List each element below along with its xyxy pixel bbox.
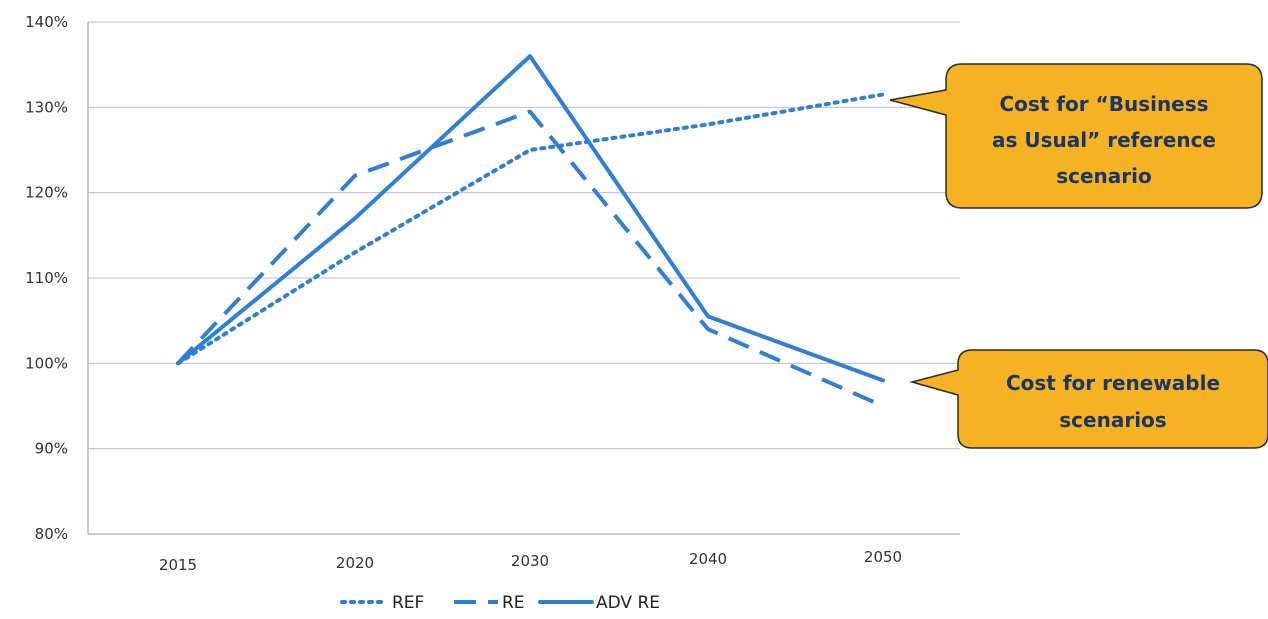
y-tick-label: 120% <box>25 184 68 202</box>
series-line-re <box>176 109 884 408</box>
x-tick-label: 2020 <box>336 554 374 572</box>
legend-label: RE <box>502 593 525 613</box>
callout-renewable-bubble <box>909 349 1268 449</box>
callout-line: Cost for renewable <box>1006 371 1220 395</box>
callout-renewable: Cost for renewable scenarios <box>909 349 1268 449</box>
series-line-adv-re <box>176 54 885 383</box>
x-axis-ticks: 2015 2020 2030 2040 2050 <box>159 548 902 574</box>
legend: REF RE ADV RE <box>340 593 660 613</box>
y-axis-ticks: 80% 90% 100% 110% 120% 130% 140% <box>25 13 68 543</box>
callout-line: as Usual” reference <box>992 128 1216 152</box>
x-tick-label: 2040 <box>689 550 727 568</box>
legend-label: REF <box>392 593 424 613</box>
callout-line: Cost for “Business <box>999 92 1208 116</box>
axes <box>87 22 960 535</box>
x-tick-label: 2030 <box>511 552 549 570</box>
y-tick-label: 90% <box>35 440 68 458</box>
legend-label: ADV RE <box>596 593 660 613</box>
series-lines <box>176 54 885 408</box>
y-tick-label: 140% <box>25 13 68 31</box>
callout-line: scenarios <box>1059 408 1166 432</box>
gridlines <box>88 21 960 450</box>
y-tick-label: 100% <box>25 354 68 372</box>
x-tick-label: 2015 <box>159 556 197 574</box>
y-tick-label: 130% <box>25 98 68 116</box>
series-line-ref <box>176 92 885 366</box>
y-tick-label: 110% <box>25 269 68 287</box>
y-tick-label: 80% <box>35 525 68 543</box>
callout-bau: Cost for “Business as Usual” reference sce… <box>889 63 1263 209</box>
callout-bau-bubble <box>889 63 1263 209</box>
callout-line: scenario <box>1056 164 1152 188</box>
x-tick-label: 2050 <box>864 548 902 566</box>
callout-bau-text: Cost for “Business as Usual” reference sce… <box>992 92 1216 188</box>
callout-renewable-text: Cost for renewable scenarios <box>1006 371 1220 432</box>
